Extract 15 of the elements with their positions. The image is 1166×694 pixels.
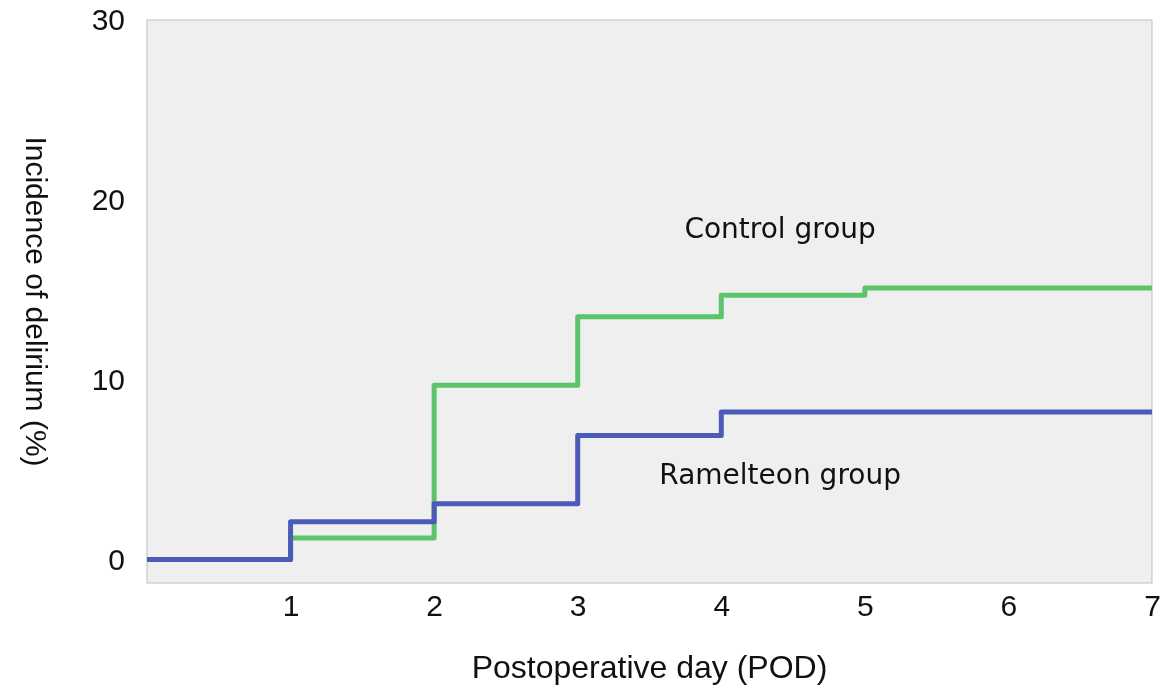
x-tick-label: 7	[1144, 589, 1161, 623]
x-axis-title: Postoperative day (POD)	[471, 649, 828, 685]
x-tick-label: 4	[713, 589, 731, 623]
x-tick-label: 6	[1000, 589, 1018, 623]
y-tick-label: 20	[91, 182, 125, 216]
series-label: Ramelteon group	[659, 458, 901, 492]
x-tick-label: 1	[282, 589, 300, 623]
y-tick-label: 0	[108, 542, 125, 576]
x-tick-label: 2	[426, 589, 443, 623]
x-tick-label: 5	[857, 589, 874, 623]
series-label: Control group	[684, 212, 876, 246]
x-tick-label: 3	[569, 589, 587, 623]
y-tick-label: 30	[91, 3, 125, 37]
y-tick-label: 10	[91, 362, 125, 396]
y-axis-title: Incidence of delirium (%)	[20, 136, 53, 467]
